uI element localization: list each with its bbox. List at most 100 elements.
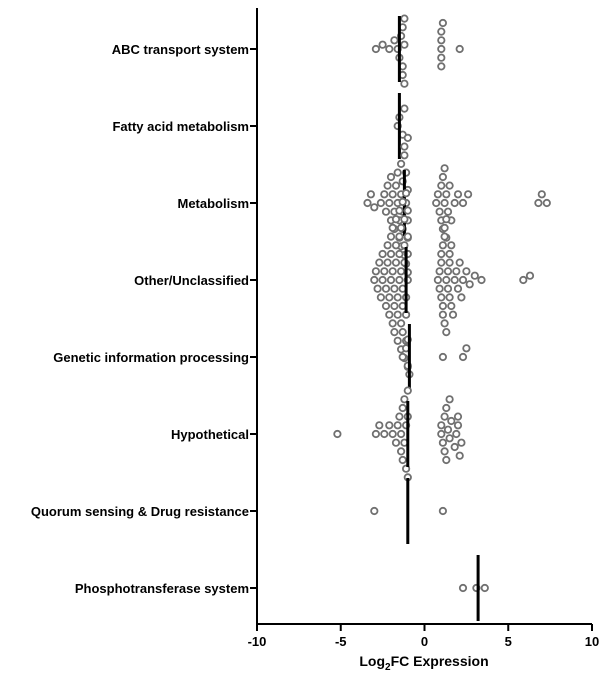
data-point [455, 451, 464, 460]
data-point [437, 421, 446, 430]
data-point [380, 190, 389, 199]
x-tick-label: 10 [585, 634, 599, 649]
data-point [381, 207, 391, 216]
data-point [393, 421, 402, 430]
category-label: Quorum sensing & Drug resistance [31, 504, 249, 519]
x-axis-title: Log2FC Expression [359, 653, 488, 673]
data-point [462, 267, 471, 276]
data-point [442, 403, 451, 413]
data-point [438, 352, 447, 362]
data-point [477, 275, 486, 285]
x-axis-title-sub: 2 [385, 662, 391, 673]
data-point [437, 36, 446, 45]
data-point [457, 293, 466, 302]
data-point [445, 395, 454, 404]
data-point [443, 284, 453, 293]
data-point [400, 241, 409, 250]
data-point [437, 181, 446, 190]
x-ticks: -10 -5 0 5 10 [248, 624, 599, 649]
data-point [376, 198, 385, 208]
data-point [458, 352, 468, 362]
data-point [391, 258, 401, 267]
data-point [442, 190, 451, 199]
data-point [519, 275, 528, 285]
data-point [447, 301, 456, 311]
data-point [443, 267, 453, 276]
data-point [453, 412, 463, 421]
data-point [442, 327, 451, 337]
data-point [393, 168, 402, 177]
data-point [391, 181, 401, 190]
data-point [455, 258, 464, 267]
data-point [457, 438, 466, 447]
data-point [458, 198, 468, 208]
x-tick-label: 0 [421, 634, 428, 649]
data-point [450, 275, 459, 285]
data-point [378, 275, 387, 285]
data-point [534, 198, 543, 208]
data-point [450, 442, 459, 452]
data-point [440, 164, 449, 173]
data-point [386, 275, 396, 285]
data-point [400, 142, 409, 151]
data-point [525, 271, 535, 280]
data-point [440, 198, 449, 208]
data-point [435, 207, 444, 216]
x-axis-title-main: Log [359, 653, 385, 669]
data-point [393, 336, 402, 345]
data-point [395, 412, 404, 421]
data-point [458, 275, 468, 285]
data-point [400, 104, 409, 113]
data-point [396, 159, 406, 168]
data-point [398, 327, 407, 337]
data-point [445, 293, 454, 302]
data-point [447, 416, 456, 426]
data-point [398, 403, 407, 413]
data-point [443, 207, 453, 216]
x-tick-label: 5 [505, 634, 512, 649]
data-point [432, 198, 441, 208]
data-point [370, 506, 379, 516]
data-point [435, 267, 444, 276]
data-point [542, 198, 551, 208]
plot-area [333, 14, 551, 621]
data-point [388, 267, 397, 276]
data-point [390, 36, 399, 45]
data-point [438, 18, 447, 28]
data-point [333, 429, 342, 439]
data-point [453, 190, 463, 199]
data-point [462, 344, 471, 353]
data-point [437, 429, 446, 439]
category-label: ABC transport system [112, 42, 249, 57]
data-point [437, 53, 446, 62]
data-point [385, 44, 394, 54]
data-point [453, 421, 463, 430]
category-label: Phosphotransferase system [75, 581, 249, 596]
data-point [437, 27, 446, 36]
data-point [385, 310, 394, 319]
data-point [385, 293, 394, 302]
data-point [401, 189, 411, 198]
data-point [443, 425, 453, 434]
category-label: Genetic information processing [53, 350, 249, 365]
data-point [375, 421, 384, 430]
data-point [371, 267, 380, 276]
data-point [440, 223, 449, 232]
data-point [440, 412, 449, 421]
data-point [370, 275, 379, 285]
data-point [442, 275, 451, 285]
data-point [395, 275, 404, 285]
data-point [398, 197, 407, 206]
data-point [385, 421, 394, 430]
data-point [440, 319, 449, 328]
data-point [395, 206, 404, 215]
data-point [388, 319, 397, 328]
data-point [450, 198, 459, 208]
data-point [395, 249, 404, 259]
data-point [403, 232, 412, 241]
data-point [445, 249, 454, 259]
data-point [370, 203, 379, 212]
data-point [391, 215, 401, 224]
data-point [376, 293, 385, 302]
